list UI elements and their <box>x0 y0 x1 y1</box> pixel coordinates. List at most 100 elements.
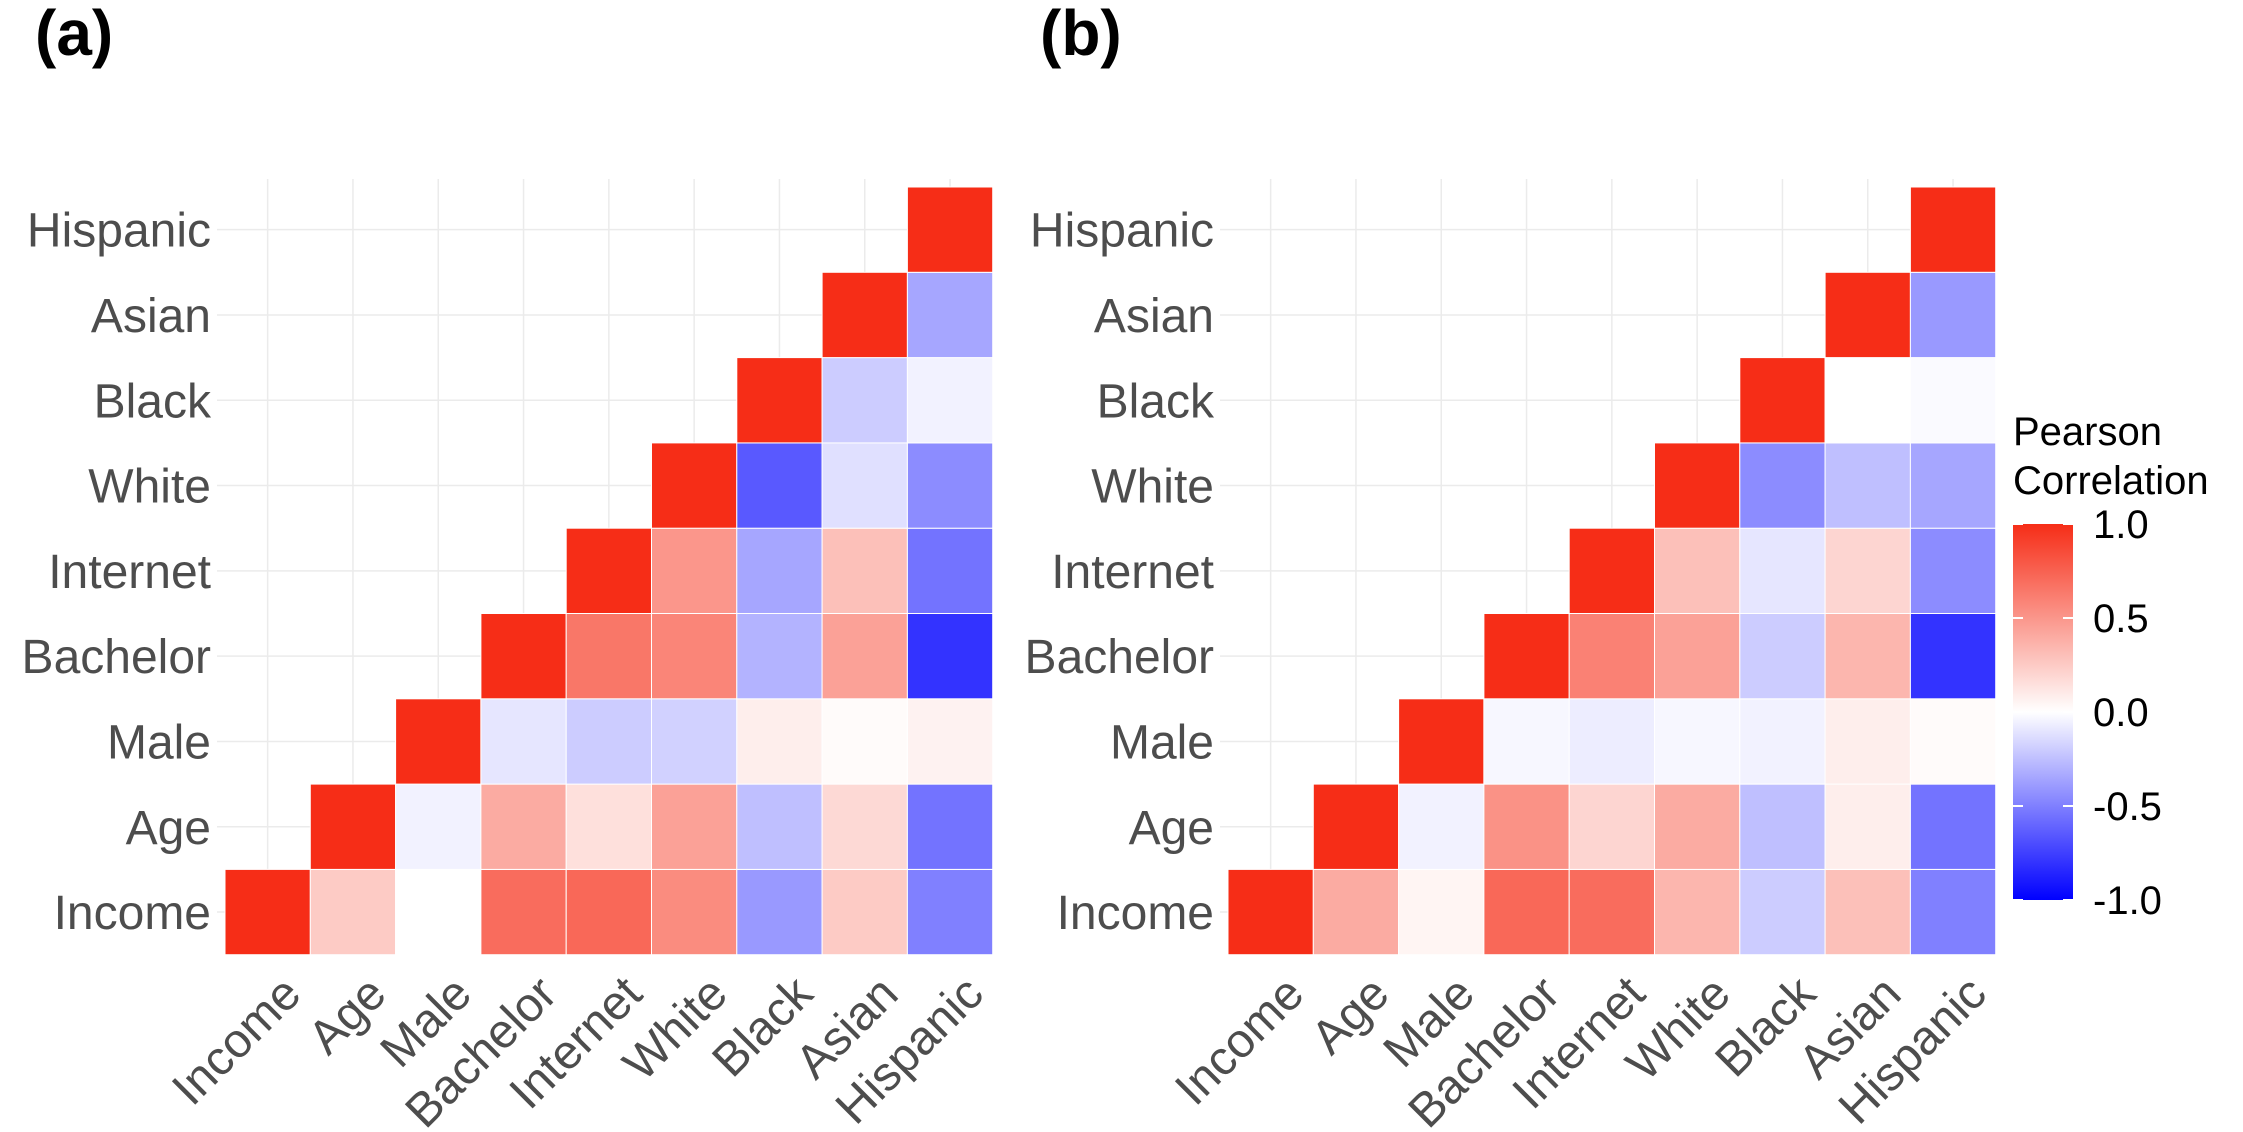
heatmap-cell-asian-age <box>1824 783 1911 870</box>
y-tick-label-male: Male <box>1110 716 1214 769</box>
heatmap-cell-hispanic-male <box>906 698 994 785</box>
y-tick-label-white: White <box>88 461 211 514</box>
heatmap-cell-asian-white <box>1824 442 1911 529</box>
panel-label: (b) <box>1040 0 1122 69</box>
y-tick-label-internet: Internet <box>1051 546 1214 599</box>
heatmap-cell-asian-internet <box>821 527 908 615</box>
heatmap-cell-black-income <box>1739 868 1826 956</box>
heatmap-cell-white-income <box>651 868 738 956</box>
heatmap-cell-internet-income <box>565 868 653 956</box>
y-tick-label-hispanic: Hispanic <box>1030 205 1214 258</box>
heatmap-cell-black-bachelor <box>736 613 823 700</box>
heatmap-cell-hispanic-income <box>906 868 994 956</box>
heatmap-cell-white-internet <box>651 527 738 615</box>
heatmap-cell-asian-bachelor <box>821 613 908 700</box>
heatmap-cell-internet-age <box>1568 783 1655 870</box>
heatmap-cell-bachelor-age <box>480 783 567 870</box>
panel-b: (b) Income Age Male Bachelor Internet White Bla… <box>1025 0 1997 1132</box>
heatmap-cell-white-age <box>651 783 738 870</box>
heatmap-cell-asian-income <box>1824 868 1911 956</box>
heatmap-cell-hispanic-income <box>1909 868 1997 956</box>
heatmap-cell-white-bachelor <box>1654 613 1741 700</box>
y-tick-label-age: Age <box>126 802 211 855</box>
heatmap-cells <box>1227 186 1997 956</box>
heatmap-cell-hispanic-black <box>1909 357 1997 444</box>
heatmap-cell-asian-bachelor <box>1824 613 1911 700</box>
heatmap-cell-internet-bachelor <box>565 613 653 700</box>
heatmap-cell-asian-male <box>1824 698 1911 785</box>
heatmap-cell-hispanic-bachelor <box>906 613 994 700</box>
heatmap-cell-white-white <box>651 442 738 529</box>
heatmap-cell-asian-internet <box>1824 527 1911 615</box>
heatmap-cell-hispanic-bachelor <box>1909 613 1997 700</box>
y-tick-label-male: Male <box>107 716 211 769</box>
heatmap-cells <box>224 186 994 956</box>
heatmap-cell-male-age <box>395 783 482 870</box>
heatmap-cell-male-male <box>1398 698 1485 785</box>
heatmap-cell-asian-male <box>821 698 908 785</box>
heatmap-cell-black-white <box>736 442 823 529</box>
heatmap-cell-hispanic-black <box>906 357 994 444</box>
legend-tick-label: -1.0 <box>2093 879 2162 923</box>
y-axis-tick-labels: Income Age Male Bachelor Internet White Black A… <box>22 205 212 940</box>
legend-tick-label: -0.5 <box>2093 785 2162 829</box>
heatmap-cell-bachelor-bachelor <box>1483 613 1570 700</box>
heatmap-cell-age-age <box>309 783 397 870</box>
heatmap-cell-hispanic-internet <box>906 527 994 615</box>
x-axis-tick-labels: IncomeAgeMaleBachelorInternetWhiteBlackA… <box>162 966 993 1132</box>
heatmap-cell-black-black <box>736 357 823 444</box>
heatmap-cell-asian-black <box>821 357 908 444</box>
heatmap-cell-hispanic-asian <box>906 271 994 359</box>
legend-tick-label: 0.5 <box>2093 597 2149 641</box>
legend-tick-label: 1.0 <box>2093 503 2149 547</box>
heatmap-cell-internet-male <box>1568 698 1655 785</box>
heatmap-cell-bachelor-income <box>1483 868 1570 956</box>
heatmap-cell-income-income <box>1227 868 1314 956</box>
heatmap-cell-asian-income <box>821 868 908 956</box>
heatmap-cell-black-age <box>736 783 823 870</box>
heatmap-cell-black-bachelor <box>1739 613 1826 700</box>
heatmap-cell-bachelor-male <box>1483 698 1570 785</box>
heatmap-cell-asian-black <box>1824 357 1911 444</box>
heatmap-cell-black-male <box>1739 698 1826 785</box>
heatmap-cell-hispanic-male <box>1909 698 1997 785</box>
heatmap-cell-white-internet <box>1654 527 1741 615</box>
heatmap-cell-hispanic-hispanic <box>906 186 994 273</box>
heatmap-cell-internet-male <box>565 698 653 785</box>
heatmap-cell-black-white <box>1739 442 1826 529</box>
panel-label: (a) <box>35 0 113 69</box>
heatmap-cell-asian-age <box>821 783 908 870</box>
heatmap-cell-white-bachelor <box>651 613 738 700</box>
heatmap-cell-hispanic-asian <box>1909 271 1997 359</box>
heatmap-cell-male-income <box>1398 868 1485 956</box>
heatmap-cell-age-age <box>1312 783 1400 870</box>
heatmap-cell-male-male <box>395 698 482 785</box>
y-tick-label-bachelor: Bachelor <box>22 631 211 684</box>
y-tick-label-black: Black <box>94 375 212 428</box>
heatmap-cell-internet-age <box>565 783 653 870</box>
y-tick-label-income: Income <box>1057 887 1214 940</box>
heatmap-cell-white-white <box>1654 442 1741 529</box>
y-axis-tick-labels: Income Age Male Bachelor Internet White Black A… <box>1025 205 1215 940</box>
heatmap-cell-asian-asian <box>821 271 908 359</box>
heatmap-cell-hispanic-hispanic <box>1909 186 1997 273</box>
heatmap-cell-bachelor-male <box>480 698 567 785</box>
color-legend: Pearson Correlation 1.0 0.5 0.0 -0.5 -1.0 <box>2013 410 2209 923</box>
heatmap-cell-hispanic-age <box>906 783 994 870</box>
panel-a: (a) Income Age Male Bachelor Internet White Bla… <box>22 0 994 1132</box>
legend-title-line2: Correlation <box>2013 459 2209 503</box>
heatmap-cell-male-age <box>1398 783 1485 870</box>
y-tick-label-asian: Asian <box>91 290 211 343</box>
heatmap-cell-black-income <box>736 868 823 956</box>
y-tick-label-black: Black <box>1097 375 1215 428</box>
x-axis-tick-labels: IncomeAgeMaleBachelorInternetWhiteBlackA… <box>1165 966 1996 1132</box>
y-tick-label-bachelor: Bachelor <box>1025 631 1214 684</box>
y-tick-label-income: Income <box>54 887 211 940</box>
heatmap-cell-asian-white <box>821 442 908 529</box>
heatmap-cell-black-internet <box>1739 527 1826 615</box>
y-tick-label-age: Age <box>1129 802 1214 855</box>
heatmap-cell-internet-internet <box>1568 527 1655 615</box>
heatmap-cell-black-age <box>1739 783 1826 870</box>
heatmap-cell-hispanic-internet <box>1909 527 1997 615</box>
